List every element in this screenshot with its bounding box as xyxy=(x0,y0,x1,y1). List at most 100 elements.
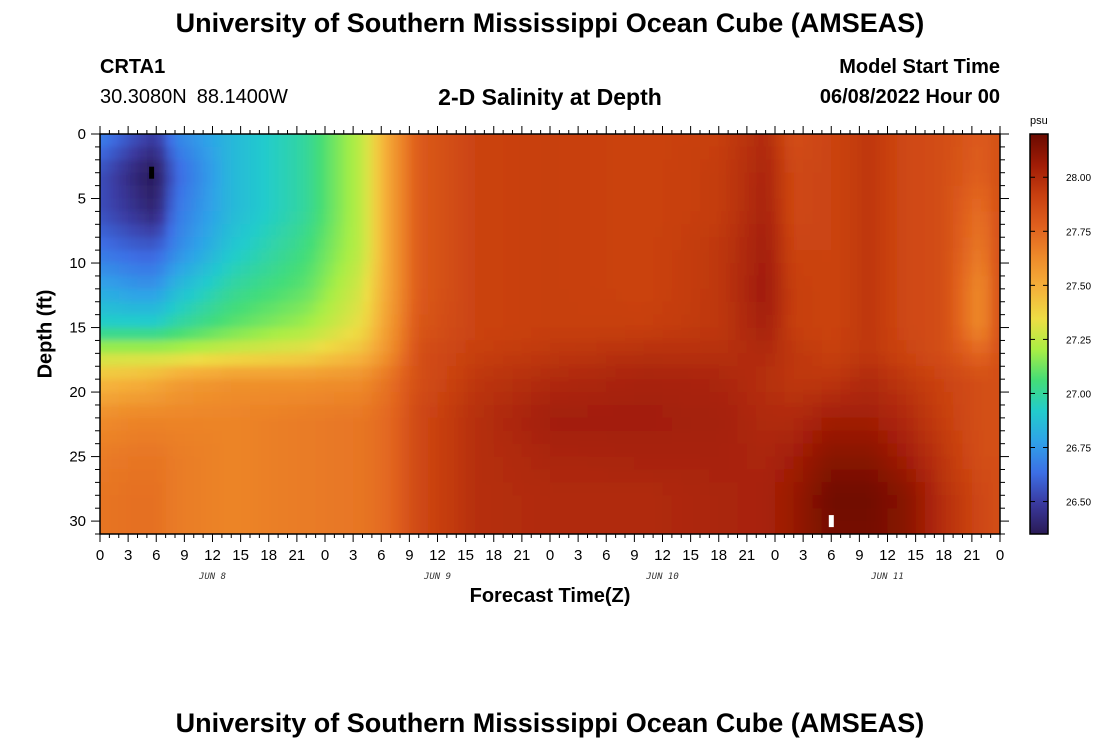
heatmap-cell xyxy=(334,172,345,187)
heatmap-cell xyxy=(840,417,851,432)
heatmap-cell xyxy=(287,288,298,303)
heatmap-cell xyxy=(962,224,973,238)
heatmap-cell xyxy=(690,327,701,342)
heatmap-cell xyxy=(428,534,438,548)
heatmap-cell xyxy=(896,134,907,135)
heatmap-cell xyxy=(746,224,757,238)
heatmap-cell xyxy=(325,275,335,290)
heatmap-cell xyxy=(184,301,195,316)
heatmap-cell xyxy=(709,275,720,290)
heatmap-cell xyxy=(812,508,823,522)
heatmap-cell xyxy=(259,146,270,161)
heatmap-cell xyxy=(540,275,551,290)
heatmap-cell xyxy=(728,482,739,496)
heatmap-cell xyxy=(503,534,513,548)
heatmap-cell xyxy=(728,340,739,354)
heatmap-cell xyxy=(831,482,842,496)
heatmap-cell xyxy=(925,469,935,483)
heatmap-cell xyxy=(193,275,204,290)
heatmap-cell xyxy=(521,159,532,174)
heatmap-cell xyxy=(437,134,448,148)
heatmap-cell xyxy=(156,237,167,251)
heatmap-cell xyxy=(775,366,785,380)
heatmap-cell xyxy=(353,521,364,534)
heatmap-cell xyxy=(906,327,917,342)
heatmap-cell xyxy=(231,288,242,303)
heatmap-cell xyxy=(606,275,617,290)
heatmap-cell xyxy=(1000,315,1010,329)
heatmap-cell xyxy=(315,508,326,522)
heatmap-cell xyxy=(428,404,439,419)
heatmap-cell xyxy=(868,198,879,213)
heatmap-cell xyxy=(690,172,701,187)
heatmap-cell xyxy=(990,198,1000,213)
heatmap-cell xyxy=(896,508,907,522)
heatmap-cell xyxy=(400,301,410,316)
heatmap-cell xyxy=(690,495,701,509)
heatmap-cell xyxy=(812,134,823,135)
heatmap-cell xyxy=(165,353,176,367)
heatmap-cell xyxy=(850,404,860,419)
heatmap-cell xyxy=(596,366,607,380)
heatmap-cell xyxy=(718,392,729,406)
heatmap-cell xyxy=(840,301,851,316)
heatmap-cell xyxy=(728,275,739,290)
heatmap-cell xyxy=(362,443,373,458)
heatmap-cell xyxy=(615,134,626,148)
heatmap-cell xyxy=(437,392,448,406)
heatmap-cell xyxy=(1000,469,1010,483)
heatmap-cell xyxy=(521,430,532,445)
heatmap-cell xyxy=(381,366,392,380)
heatmap-cell xyxy=(203,456,214,471)
heatmap-cell xyxy=(400,250,410,264)
day-label: JUN 8 xyxy=(198,572,226,582)
heatmap-cell xyxy=(700,275,710,290)
heatmap-cell xyxy=(390,224,401,238)
heatmap-cell xyxy=(775,134,785,148)
heatmap-cell xyxy=(738,534,748,548)
heatmap-cell xyxy=(315,327,326,342)
heatmap-cell xyxy=(128,404,139,419)
heatmap-cell xyxy=(625,482,635,496)
heatmap-cell xyxy=(156,134,167,135)
heatmap-cell xyxy=(325,250,335,264)
heatmap-cell xyxy=(465,430,476,445)
heatmap-cell xyxy=(793,379,804,393)
heatmap-cell xyxy=(971,521,982,534)
heatmap-cell xyxy=(962,508,973,522)
heatmap-cell xyxy=(962,211,973,225)
heatmap-cell xyxy=(765,198,776,213)
heatmap-cell xyxy=(971,340,982,354)
heatmap-cell xyxy=(521,443,532,458)
heatmap-cell xyxy=(240,263,251,277)
heatmap-cell xyxy=(709,340,720,354)
heatmap-cell xyxy=(803,417,814,432)
heatmap-cell xyxy=(550,456,560,471)
heatmap-cell xyxy=(203,379,214,393)
heatmap-cell xyxy=(146,237,157,251)
heatmap-cell xyxy=(203,301,214,316)
heatmap-cell xyxy=(437,198,448,213)
heatmap-cell xyxy=(962,314,973,329)
heatmap-cell xyxy=(540,314,551,329)
heatmap-cell xyxy=(559,482,570,496)
heatmap-cell xyxy=(615,495,626,509)
heatmap-cell xyxy=(138,534,148,548)
heatmap-cell xyxy=(137,521,148,534)
heatmap-cell xyxy=(981,263,992,277)
heatmap-cell xyxy=(963,534,973,548)
heatmap-cell xyxy=(756,275,767,290)
heatmap-cell xyxy=(756,534,766,548)
heatmap-cell xyxy=(184,134,195,135)
heatmap-cell xyxy=(315,443,326,458)
heatmap-cell xyxy=(212,314,223,329)
heatmap-cell xyxy=(268,185,279,200)
heatmap-cell xyxy=(925,366,935,380)
heatmap-cell xyxy=(287,237,298,251)
heatmap-cell xyxy=(896,159,907,174)
heatmap-cell xyxy=(437,469,448,483)
heatmap-cell xyxy=(418,353,429,367)
heatmap-cell xyxy=(981,404,992,419)
heatmap-cell xyxy=(784,211,795,225)
heatmap-cell xyxy=(371,482,382,496)
